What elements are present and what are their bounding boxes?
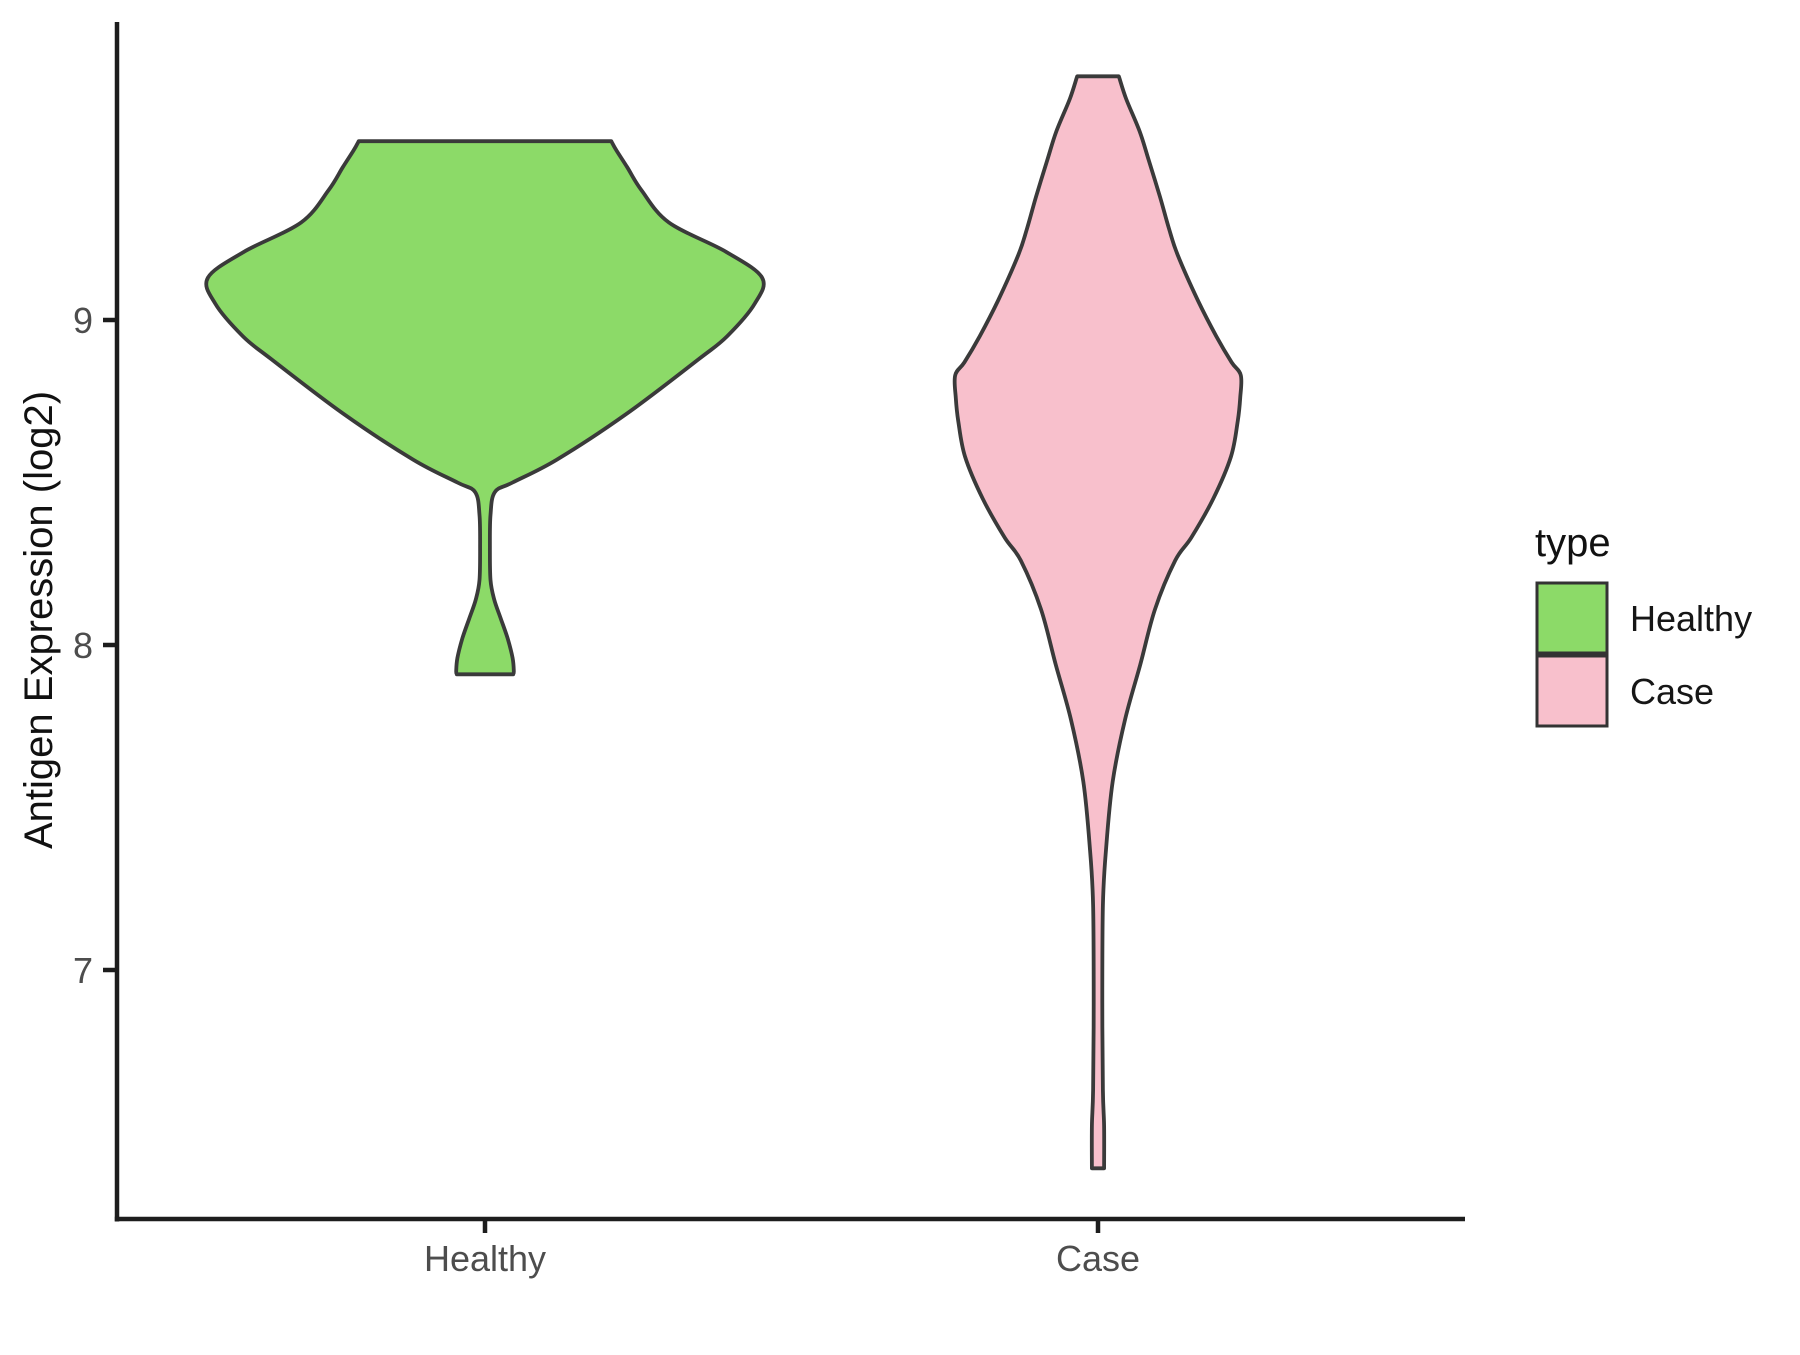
violin-case: [952, 74, 1244, 1171]
x-category-label: Case: [1056, 1238, 1140, 1279]
x-category-label: Healthy: [424, 1238, 546, 1279]
violins-layer: [204, 74, 1244, 1171]
y-tick-label: 7: [73, 950, 93, 991]
legend-label-case: Case: [1630, 671, 1714, 712]
legend: type Healthy Case: [1535, 521, 1752, 728]
y-axis-ticks: 7 8 9: [73, 300, 117, 991]
legend-swatch-healthy: [1535, 581, 1609, 655]
axes-layer: [114, 22, 1465, 1222]
x-axis-ticks: Healthy Case: [424, 1219, 1140, 1279]
legend-swatch-case: [1535, 654, 1609, 728]
legend-title: type: [1535, 521, 1611, 565]
y-tick-label: 9: [73, 300, 93, 341]
legend-label-healthy: Healthy: [1630, 598, 1752, 639]
y-tick-label: 8: [73, 625, 93, 666]
violin-healthy: [204, 139, 766, 677]
y-axis-title: Antigen Expression (log2): [17, 391, 61, 849]
